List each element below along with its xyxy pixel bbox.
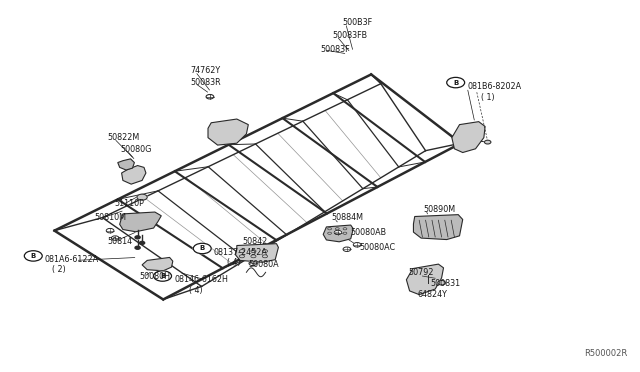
Circle shape — [206, 94, 214, 99]
Circle shape — [135, 246, 140, 249]
Polygon shape — [323, 225, 353, 242]
Text: ( 4): ( 4) — [227, 258, 241, 267]
Text: B: B — [31, 253, 36, 259]
Circle shape — [193, 243, 211, 254]
Text: 50083R: 50083R — [191, 78, 221, 87]
Text: 64824Y: 64824Y — [417, 290, 447, 299]
Text: 51110P: 51110P — [114, 199, 144, 208]
Circle shape — [484, 140, 491, 144]
Circle shape — [353, 243, 361, 247]
Text: 08137-2452A: 08137-2452A — [214, 248, 268, 257]
Text: 081A6-6122A: 081A6-6122A — [45, 255, 99, 264]
Text: 08146-6162H: 08146-6162H — [174, 275, 228, 284]
Circle shape — [447, 77, 465, 88]
Text: 50890M: 50890M — [424, 205, 456, 214]
Circle shape — [343, 247, 351, 251]
Text: B: B — [160, 273, 165, 279]
Polygon shape — [208, 119, 248, 145]
Circle shape — [106, 228, 114, 233]
Text: ( 4): ( 4) — [189, 286, 202, 295]
Polygon shape — [236, 244, 278, 262]
Text: 50080H: 50080H — [140, 272, 170, 280]
Text: 50080G: 50080G — [120, 145, 152, 154]
Text: ( 1): ( 1) — [481, 93, 495, 102]
Text: 50080A: 50080A — [248, 260, 279, 269]
Circle shape — [154, 271, 172, 281]
Circle shape — [140, 241, 145, 244]
Text: 50083FB: 50083FB — [333, 31, 368, 40]
Polygon shape — [142, 257, 173, 271]
Text: B: B — [453, 80, 458, 86]
Text: ( 2): ( 2) — [52, 265, 66, 274]
Text: 74762Y: 74762Y — [191, 66, 221, 75]
Text: 50810M: 50810M — [95, 213, 127, 222]
Text: 50080AC: 50080AC — [360, 243, 396, 252]
Circle shape — [24, 251, 42, 261]
Text: 50814: 50814 — [108, 237, 132, 246]
Polygon shape — [413, 215, 463, 240]
Circle shape — [438, 280, 445, 285]
Text: 50822M: 50822M — [108, 133, 140, 142]
Circle shape — [137, 194, 147, 200]
Circle shape — [249, 261, 257, 266]
Circle shape — [334, 230, 342, 235]
Polygon shape — [452, 122, 485, 153]
Text: R500002R: R500002R — [584, 349, 627, 358]
Text: 50792: 50792 — [408, 268, 434, 277]
Text: B: B — [200, 246, 205, 251]
Text: 500B3F: 500B3F — [342, 18, 372, 27]
Polygon shape — [122, 166, 146, 184]
Text: 50083F: 50083F — [320, 45, 349, 54]
Text: 500831: 500831 — [430, 279, 460, 288]
Polygon shape — [120, 212, 161, 232]
Text: 50080AB: 50080AB — [351, 228, 387, 237]
Circle shape — [135, 236, 140, 239]
Circle shape — [111, 236, 119, 240]
Text: 50884M: 50884M — [332, 213, 364, 222]
Text: 081B6-8202A: 081B6-8202A — [467, 82, 522, 91]
Polygon shape — [118, 159, 134, 170]
Text: 50842: 50842 — [242, 237, 267, 246]
Polygon shape — [406, 264, 444, 295]
